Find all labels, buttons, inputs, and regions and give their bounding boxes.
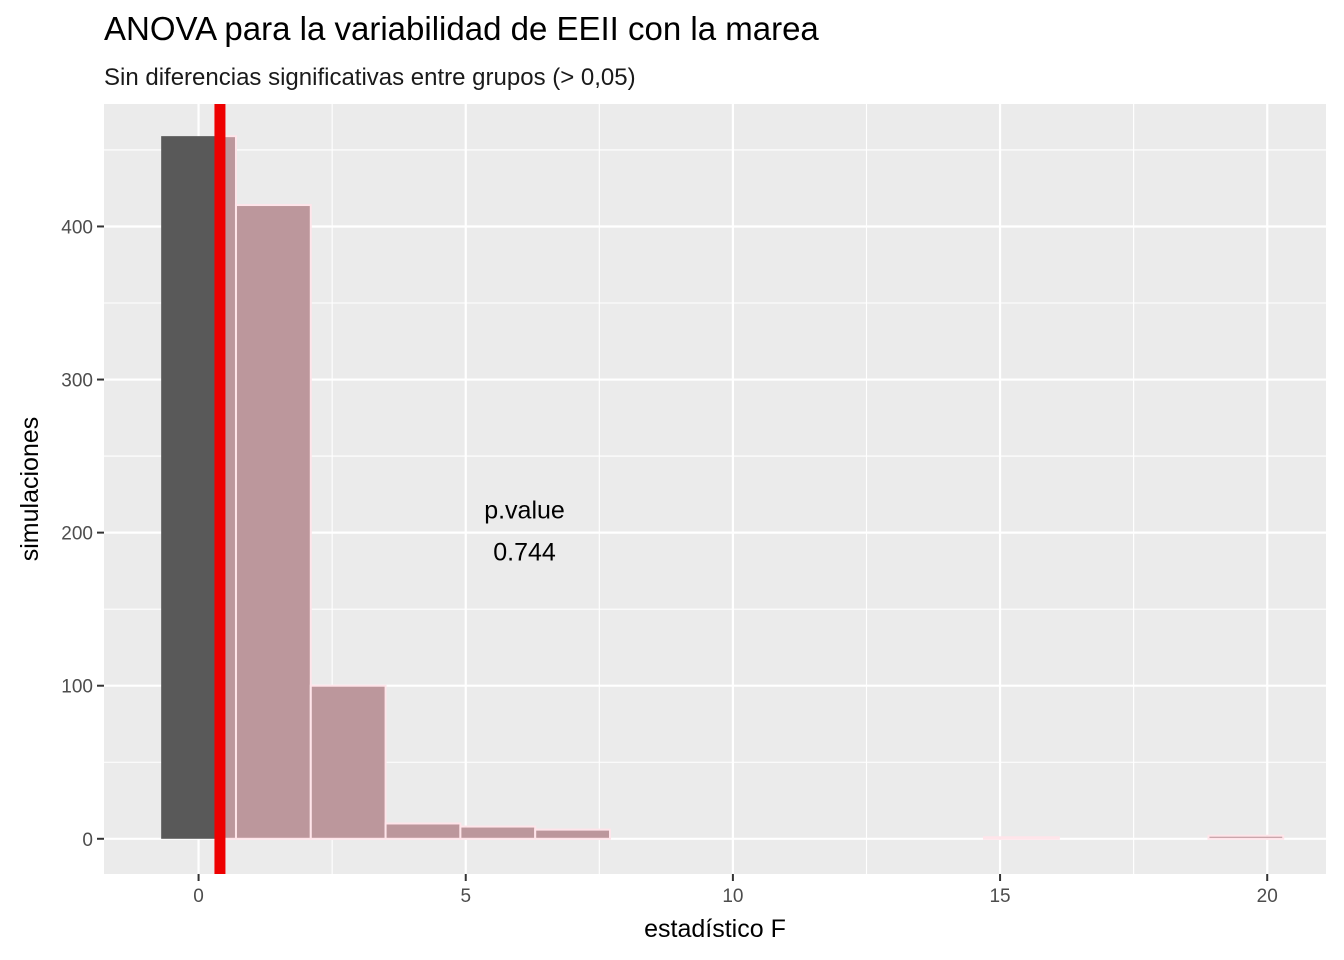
y-tick-label: 200	[61, 524, 93, 545]
x-tick-label: 20	[1257, 886, 1278, 907]
shaded-bar	[534, 828, 612, 840]
y-tick-label: 400	[61, 217, 93, 238]
y-tick-label: 0	[82, 830, 93, 851]
y-tick-label: 100	[61, 677, 93, 698]
p-value-value: 0.744	[493, 539, 556, 567]
p-value-label: p.value	[484, 497, 565, 525]
x-tick-label: 10	[722, 886, 743, 907]
x-tick-label: 5	[460, 886, 471, 907]
shaded-bar	[309, 684, 387, 840]
x-tick-label: 15	[989, 886, 1010, 907]
x-axis-title: estadístico F	[644, 915, 786, 943]
chart-title: ANOVA para la variabilidad de EEII con l…	[104, 10, 819, 47]
shaded-bar	[1207, 834, 1285, 840]
shaded-bar	[234, 204, 312, 840]
chart-subtitle: Sin diferencias significativas entre gru…	[104, 64, 636, 91]
x-tick-label: 0	[193, 886, 204, 907]
shaded-bar	[459, 825, 537, 840]
shaded-bar	[384, 822, 462, 840]
y-axis-title: simulaciones	[16, 417, 44, 562]
shaded-bar	[983, 836, 1060, 840]
y-tick-label: 300	[61, 371, 93, 392]
